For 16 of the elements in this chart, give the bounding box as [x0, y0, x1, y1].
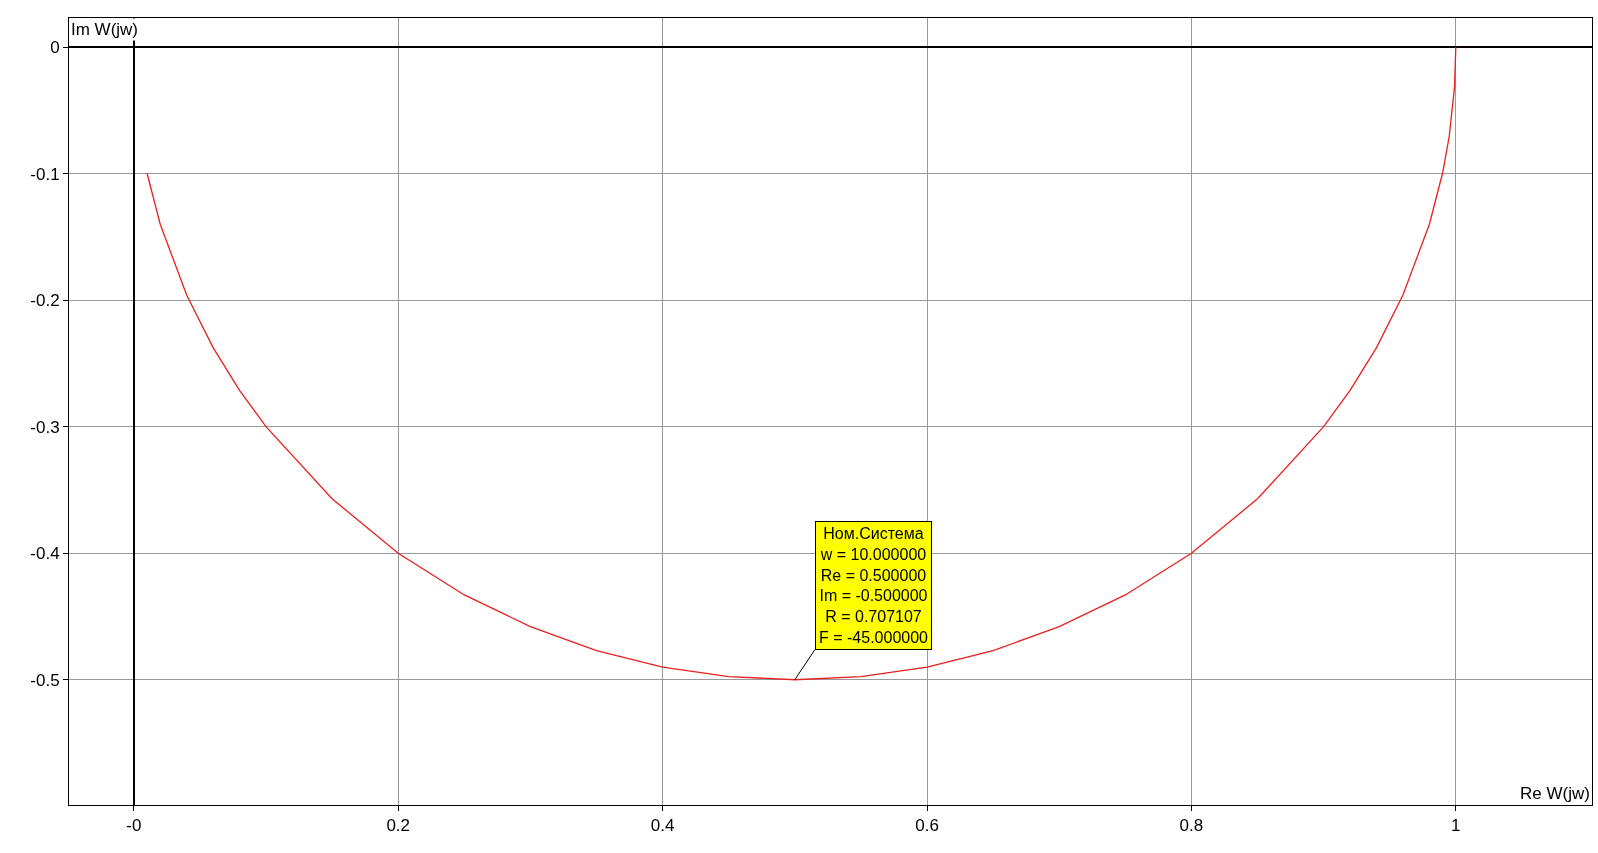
- x-tick-label: 0.6: [915, 816, 939, 836]
- annotation: Ном.Система w = 10.000000 Re = 0.500000 Im = -0.500000 R = 0.707107 F = -45.000000: [819, 525, 929, 646]
- x-tick-label: 1: [1451, 816, 1461, 836]
- x-tick-label: 0.2: [386, 816, 411, 836]
- x-tick-label: -0: [126, 816, 142, 836]
- y-tick-label: -0.4: [30, 544, 60, 564]
- x-axis-title: Re W(jw): [1520, 784, 1590, 803]
- y-tick-label: -0.3: [30, 417, 60, 437]
- x-tick-label: 0.8: [1179, 816, 1204, 836]
- y-tick-label: 0: [50, 38, 60, 58]
- y-tick-label: -0.2: [30, 291, 60, 311]
- y-tick-label: -0.5: [30, 670, 60, 690]
- line-series: [146, 46, 1457, 681]
- y-axis-title: Im W(jw): [71, 20, 139, 39]
- x-tick-label: 0.4: [650, 816, 675, 836]
- y-tick-label: -0.1: [30, 164, 60, 184]
